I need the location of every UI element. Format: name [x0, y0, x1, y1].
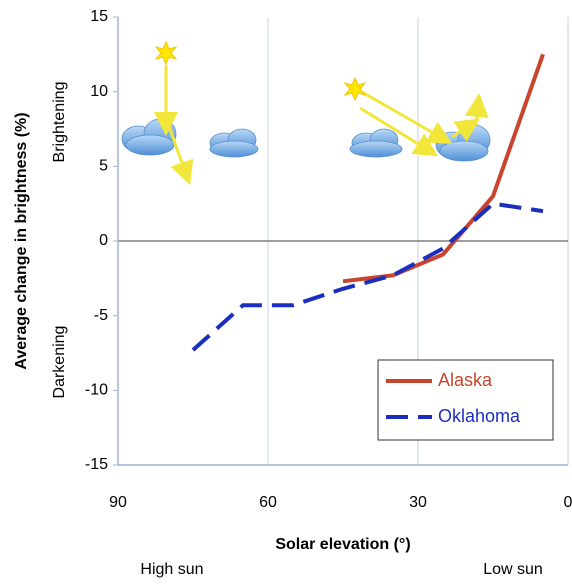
y-tick-label: 0	[99, 232, 108, 249]
decoration	[122, 42, 490, 174]
x-tick-label: 0	[564, 494, 572, 511]
x-tick-label: 60	[259, 494, 277, 511]
data-line	[343, 54, 543, 281]
legend-label: Oklahoma	[438, 406, 521, 426]
y-tick-label: 10	[90, 83, 108, 100]
x-axis-label: Solar elevation (°)	[275, 536, 410, 553]
y-note: Brightening	[51, 82, 68, 163]
y-tick-label: 15	[90, 8, 108, 25]
legend-label: Alaska	[438, 370, 493, 390]
x-note: Low sun	[483, 561, 543, 578]
y-tick-label: -15	[85, 456, 108, 473]
x-tick-label: 30	[409, 494, 427, 511]
y-tick-label: -10	[85, 382, 108, 399]
y-tick-label: 5	[99, 158, 108, 175]
x-note: High sun	[140, 561, 203, 578]
y-note: Darkening	[51, 326, 68, 399]
y-axis-label: Average change in brightness (%)	[13, 112, 30, 369]
x-tick-label: 90	[109, 494, 127, 511]
y-tick-label: -5	[94, 307, 108, 324]
chart: Average change in brightness (%) Brighte…	[0, 0, 572, 584]
